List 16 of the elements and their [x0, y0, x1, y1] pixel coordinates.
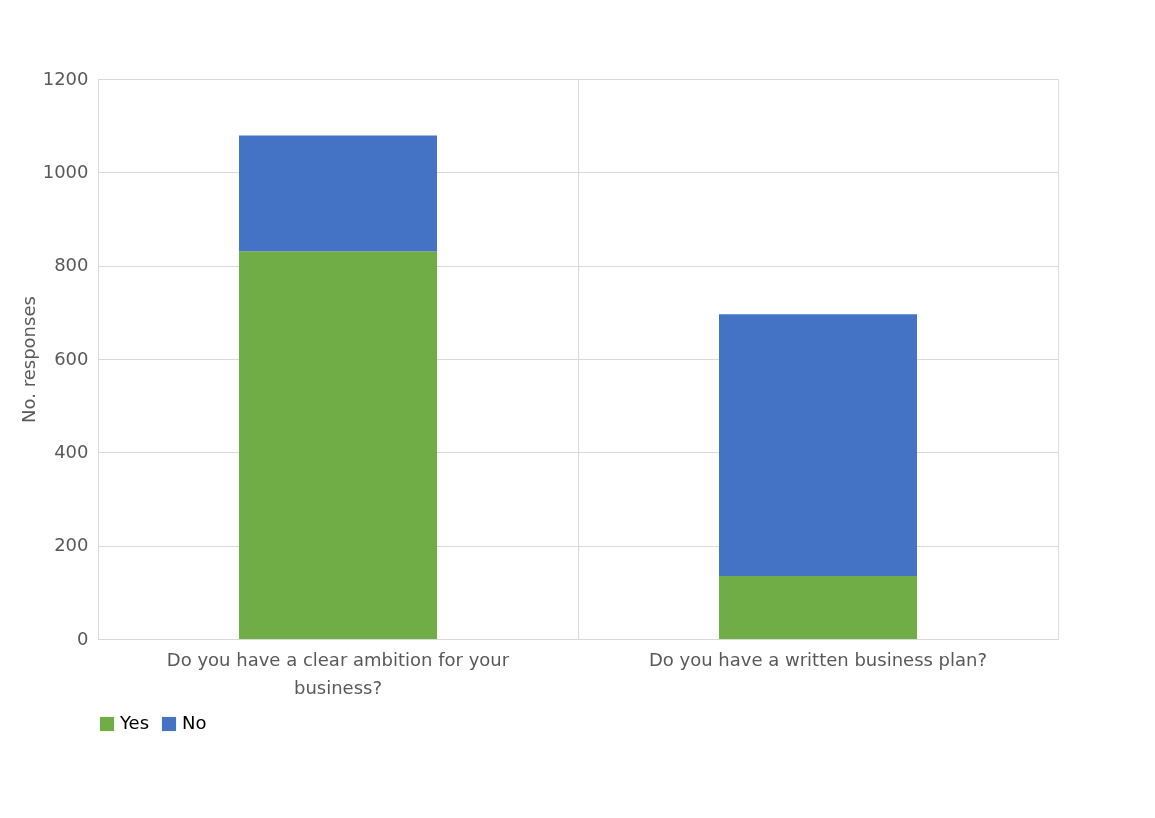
x-tick-label: Do you have a clear ambition for your business?	[166, 648, 510, 698]
x-tick-label: Do you have a written business plan?	[648, 648, 988, 670]
y-tick-label: 600	[54, 347, 89, 369]
y-tick-label: 1000	[42, 160, 89, 182]
legend-label: No	[182, 712, 207, 733]
bar	[719, 576, 917, 639]
y-axis-title: No. responses	[17, 296, 39, 423]
y-tick-label: 200	[54, 534, 89, 556]
bar	[719, 314, 917, 576]
y-tick-label: 400	[54, 440, 89, 462]
y-tick-label: 1200	[42, 67, 89, 89]
bar	[239, 251, 437, 639]
bar	[239, 135, 437, 252]
legend-label: Yes	[119, 712, 150, 733]
y-tick-label: 0	[77, 627, 89, 649]
y-tick-label: 800	[54, 254, 89, 276]
